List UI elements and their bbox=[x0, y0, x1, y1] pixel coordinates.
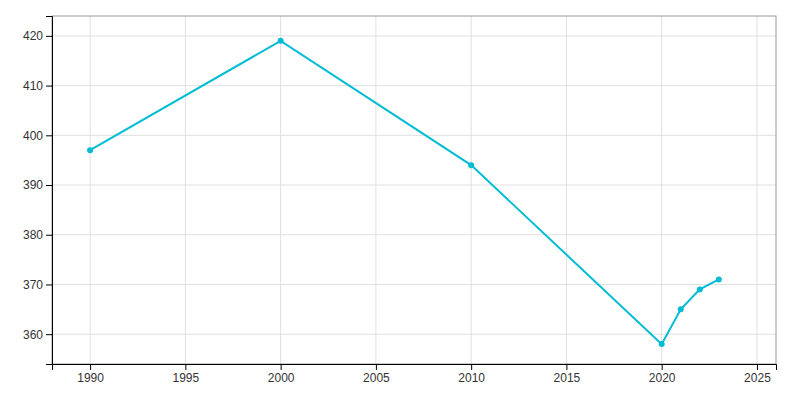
point bbox=[468, 162, 474, 168]
y-axis: 360 370 380 390 400 410 420 bbox=[23, 17, 53, 365]
tick-label: 2010 bbox=[458, 371, 485, 385]
grid-line-x bbox=[280, 16, 281, 364]
point bbox=[697, 286, 703, 292]
grid-line-x bbox=[661, 16, 662, 364]
tick-mark bbox=[90, 364, 91, 370]
tick: 410 bbox=[23, 79, 52, 93]
point bbox=[659, 341, 665, 347]
grid-line-x bbox=[471, 16, 472, 364]
tick: 2020 bbox=[649, 364, 676, 385]
tick: 2025 bbox=[744, 364, 771, 385]
tick-mark bbox=[46, 185, 52, 186]
point bbox=[278, 38, 284, 44]
tick-label: 410 bbox=[23, 79, 43, 93]
tick-label: 360 bbox=[23, 328, 43, 342]
x-axis: 1990 1995 2000 2005 2010 2015 2020 2025 bbox=[53, 364, 777, 385]
tick: 2005 bbox=[363, 364, 390, 385]
tick-mark bbox=[185, 364, 186, 370]
tick-label: 2015 bbox=[554, 371, 581, 385]
grid-line-x bbox=[756, 16, 757, 364]
tick: 400 bbox=[23, 129, 52, 143]
tick-mark bbox=[662, 364, 663, 370]
tick-mark bbox=[46, 36, 52, 37]
plot-frame bbox=[52, 16, 776, 364]
grid bbox=[52, 16, 776, 364]
grid-line-y bbox=[52, 284, 776, 285]
tick-label: 2000 bbox=[268, 371, 295, 385]
line bbox=[90, 41, 719, 344]
axis-line bbox=[46, 17, 53, 365]
tick: 2000 bbox=[268, 364, 295, 385]
tick: 2010 bbox=[458, 364, 485, 385]
tick: 420 bbox=[23, 29, 52, 43]
tick-label: 1995 bbox=[173, 371, 200, 385]
tick-label: 400 bbox=[23, 129, 43, 143]
tick-mark bbox=[376, 364, 377, 370]
grid-line-y bbox=[52, 85, 776, 86]
axis-line bbox=[53, 365, 777, 371]
tick-mark bbox=[471, 364, 472, 370]
point bbox=[87, 147, 93, 153]
tick-mark bbox=[46, 235, 52, 236]
tick-label: 380 bbox=[23, 228, 43, 242]
grid-line-y bbox=[52, 234, 776, 235]
grid-line-y bbox=[52, 185, 776, 186]
tick-mark bbox=[757, 364, 758, 370]
tick-mark bbox=[46, 284, 52, 285]
tick-mark bbox=[281, 364, 282, 370]
tick-label: 390 bbox=[23, 178, 43, 192]
tick: 1990 bbox=[77, 364, 104, 385]
tick-mark bbox=[46, 86, 52, 87]
tick: 390 bbox=[23, 178, 52, 192]
tick: 380 bbox=[23, 228, 52, 242]
plot: 1990 1995 2000 2005 2010 2015 2020 2025 360 370 38… bbox=[23, 16, 777, 385]
tick: 360 bbox=[23, 328, 52, 342]
grid-line-x bbox=[90, 16, 91, 364]
chart: 1990 1995 2000 2005 2010 2015 2020 2025 360 370 38… bbox=[0, 0, 800, 400]
tick-label: 2025 bbox=[744, 371, 771, 385]
grid-line-y bbox=[52, 35, 776, 36]
tick-label: 370 bbox=[23, 278, 43, 292]
tick-label: 1990 bbox=[77, 371, 104, 385]
grid-line-x bbox=[566, 16, 567, 364]
tick-mark bbox=[566, 364, 567, 370]
tick: 2015 bbox=[554, 364, 581, 385]
tick: 370 bbox=[23, 278, 52, 292]
grid-line-x bbox=[375, 16, 376, 364]
tick-label: 420 bbox=[23, 29, 43, 43]
tick: 1995 bbox=[173, 364, 200, 385]
tick-mark bbox=[46, 135, 52, 136]
tick-mark bbox=[46, 334, 52, 335]
point bbox=[678, 306, 684, 312]
tick-label: 2005 bbox=[363, 371, 390, 385]
point bbox=[716, 276, 722, 282]
tick-label: 2020 bbox=[649, 371, 676, 385]
data bbox=[87, 38, 722, 347]
grid-line-y bbox=[52, 135, 776, 136]
grid-line-x bbox=[185, 16, 186, 364]
